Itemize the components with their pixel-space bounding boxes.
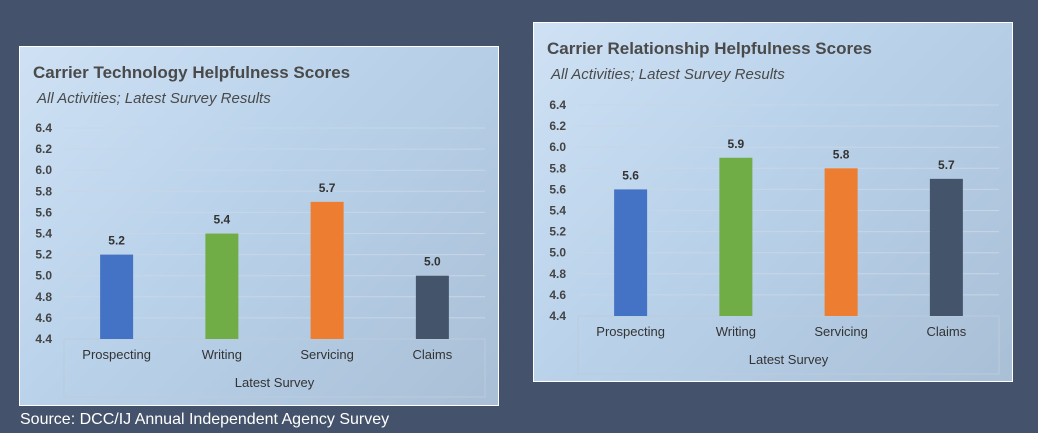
y-tick-label: 6.0 bbox=[549, 140, 566, 154]
bar-chart-relationship: 4.4 4.6 4.8 5.0 5.2 5.4 5.6 5.8 6.0 6.2 6.4 5.6 Pros… bbox=[549, 98, 1000, 375]
bar-prospecting bbox=[100, 254, 134, 339]
source-note: Source: DCC/IJ Annual Independent Agency… bbox=[20, 411, 390, 428]
data-label: 5.9 bbox=[728, 137, 745, 151]
chart-panel-technology: Carrier Technology Helpfulness Scores Al… bbox=[19, 46, 499, 406]
y-tick-label: 5.4 bbox=[549, 204, 566, 218]
x-axis-label: Latest Survey bbox=[749, 352, 829, 367]
y-tick-label: 4.6 bbox=[549, 288, 566, 302]
x-tick-label: Servicing bbox=[814, 324, 867, 339]
data-label: 5.4 bbox=[214, 213, 231, 227]
y-tick-label: 6.4 bbox=[35, 121, 52, 135]
chart-panel-relationship: Carrier Relationship Helpfulness Scores … bbox=[533, 22, 1013, 382]
y-tick-label: 4.4 bbox=[35, 332, 52, 346]
y-tick-label: 6.2 bbox=[549, 119, 566, 133]
bar-claims bbox=[415, 275, 449, 339]
y-tick-label: 5.8 bbox=[35, 184, 52, 198]
y-tick-label: 6.0 bbox=[35, 163, 52, 177]
x-tick-label: Claims bbox=[927, 324, 967, 339]
bar-writing bbox=[205, 233, 239, 339]
y-tick-label: 4.8 bbox=[549, 267, 566, 281]
chart-title: Carrier Relationship Helpfulness Scores bbox=[547, 39, 872, 58]
x-axis-label: Latest Survey bbox=[235, 375, 315, 390]
y-tick-label: 5.0 bbox=[35, 269, 52, 283]
bar-servicing bbox=[824, 168, 858, 316]
bar-prospecting bbox=[614, 189, 648, 316]
y-tick-label: 5.0 bbox=[549, 246, 566, 260]
x-tick-label: Writing bbox=[716, 324, 756, 339]
category-axis-frame bbox=[577, 315, 1000, 375]
y-tick-label: 5.4 bbox=[35, 227, 52, 241]
y-tick-label: 5.2 bbox=[549, 225, 566, 239]
y-tick-label: 5.2 bbox=[35, 248, 52, 262]
bar-chart-technology: 4.4 4.6 4.8 5.0 5.2 5.4 5.6 5.8 6.0 6.2 6.4 5.2 Pros… bbox=[35, 121, 486, 398]
y-tick-label: 5.8 bbox=[549, 161, 566, 175]
y-tick-label: 4.8 bbox=[35, 290, 52, 304]
y-tick-label: 6.4 bbox=[549, 98, 566, 112]
y-tick-label: 4.4 bbox=[549, 309, 566, 323]
bar-writing bbox=[719, 157, 753, 316]
x-tick-label: Prospecting bbox=[82, 347, 151, 362]
y-tick-label: 5.6 bbox=[35, 205, 52, 219]
data-label: 5.2 bbox=[108, 234, 125, 248]
x-tick-label: Claims bbox=[413, 347, 453, 362]
y-tick-label: 4.6 bbox=[35, 311, 52, 325]
y-tick-label: 6.2 bbox=[35, 142, 52, 156]
x-tick-label: Writing bbox=[202, 347, 242, 362]
data-label: 5.8 bbox=[833, 147, 850, 161]
y-tick-label: 5.6 bbox=[549, 182, 566, 196]
bar-servicing bbox=[310, 201, 344, 339]
data-label: 5.7 bbox=[938, 158, 955, 172]
x-tick-label: Servicing bbox=[300, 347, 353, 362]
bar-claims bbox=[929, 178, 963, 316]
category-axis-frame bbox=[63, 338, 486, 398]
x-tick-label: Prospecting bbox=[596, 324, 665, 339]
chart-title: Carrier Technology Helpfulness Scores bbox=[33, 63, 351, 82]
data-label: 5.0 bbox=[424, 255, 441, 269]
data-label: 5.6 bbox=[622, 168, 639, 182]
chart-subtitle: All Activities; Latest Survey Results bbox=[37, 90, 271, 107]
chart-subtitle: All Activities; Latest Survey Results bbox=[551, 66, 785, 83]
data-label: 5.7 bbox=[319, 181, 336, 195]
